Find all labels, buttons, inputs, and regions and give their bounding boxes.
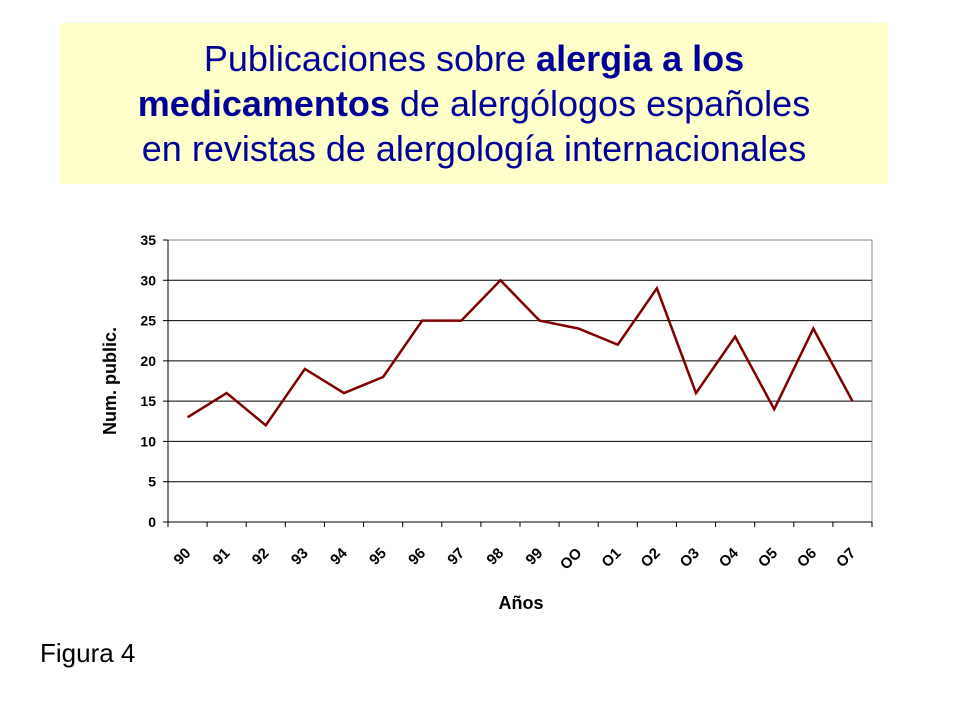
x-tick-label-OO: OO [557,545,586,574]
x-tick-label-O2: O2 [638,545,664,571]
y-tick-labels: 0 5 10 15 20 25 30 35 [140,232,156,530]
x-tick-label-92: 92 [249,545,273,569]
series-line-0 [186,278,854,428]
title-box: Publicaciones sobre alergia a los medica… [60,23,888,184]
y-axis-title: Num. public. [100,327,120,435]
x-tick-labels: 90 91 92 93 94 95 96 97 98 99 OO O1 O2 O3 O4 O5 O6 O7 [171,544,860,573]
y-tick-label-30: 30 [140,272,156,288]
title-line-3-text: en revistas de alergología internacional… [141,128,807,169]
title-line-1-bold: alergia a los [536,38,745,79]
x-axis-title: Años [499,593,544,613]
title-line-2-text: de alergólogos españoles [389,83,811,124]
x-tick-label-97: 97 [444,545,468,569]
x-tick-label-95: 95 [366,545,390,569]
x-tick-label-93: 93 [288,545,312,569]
title-line-3: en revistas de alergología internacional… [142,126,806,171]
title-line-1: Publicaciones sobre alergia a los [204,36,744,81]
line-chart: 0 5 10 15 20 25 30 35 90 91 92 93 94 95 96 97 98 99 OO O1 O… [100,232,873,613]
title-line-2: medicamentos de alergólogos españoles [138,81,810,126]
x-tick-label-91: 91 [210,545,234,569]
x-tick-label-O1: O1 [598,545,624,571]
y-tick-label-5: 5 [148,474,156,490]
axes [163,239,873,527]
gridlines [168,239,872,483]
y-tick-label-35: 35 [140,232,156,248]
y-tick-label-0: 0 [148,514,156,530]
x-tick-label-O6: O6 [794,545,820,571]
y-tick-label-10: 10 [140,433,156,449]
x-tick-label-O3: O3 [677,545,703,571]
x-tick-label-99: 99 [523,545,547,569]
title-line-1-text: Publicaciones sobre [203,38,537,79]
y-tick-label-20: 20 [140,353,156,369]
x-tick-label-96: 96 [405,545,429,569]
x-tick-label-O4: O4 [716,544,743,571]
plot-frame [167,239,873,523]
title-line-2-bold: medicamentos [137,83,390,124]
y-tick-label-15: 15 [140,393,156,409]
y-tick-label-25: 25 [140,313,156,329]
x-tick-label-94: 94 [327,544,351,568]
figure-label: Figura 4 [40,638,136,668]
x-tick-label-O7: O7 [833,545,859,571]
x-tick-label-O5: O5 [755,545,781,571]
x-tick-label-98: 98 [483,545,507,569]
x-tick-label-90: 90 [171,545,195,569]
series [186,278,854,428]
